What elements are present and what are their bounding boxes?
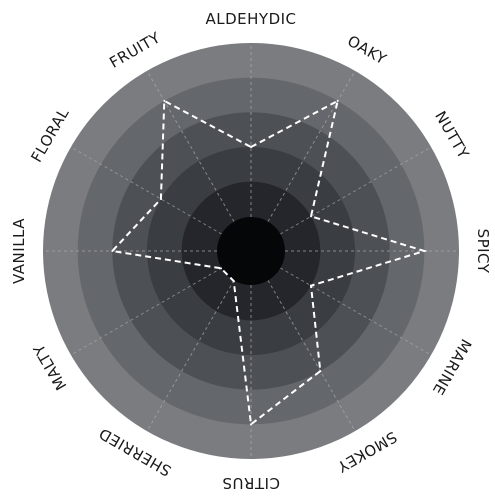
axis-label-aldehydic: ALDEHYDIC (205, 10, 296, 28)
data-point-malty (219, 267, 222, 270)
spoke-fruity (146, 70, 235, 222)
data-point-spicy (423, 250, 426, 252)
axis-label-spicy: SPICY (474, 229, 492, 274)
data-point-smokey (319, 370, 322, 373)
axis-label-nutty: NUTTY (431, 108, 473, 162)
radar-spokes (43, 43, 459, 459)
axis-label-fruity: FRUITY (106, 28, 164, 72)
spoke-floral (70, 146, 222, 235)
axis-label-oaky: OAKY (344, 32, 390, 69)
data-point-citrus (250, 423, 252, 426)
axis-label-citrus: CITRUS (222, 474, 280, 492)
spoke-marine (280, 267, 432, 356)
spoke-nutty (280, 146, 432, 235)
data-point-floral (159, 198, 162, 200)
spoke-malty (70, 267, 222, 356)
axis-label-malty: MALTY (30, 340, 71, 393)
data-point-fruity (163, 99, 166, 102)
axis-label-vanilla: VANILLA (10, 218, 28, 284)
data-point-vanilla (111, 250, 114, 252)
radar-series (110, 98, 428, 427)
spoke-smokey (267, 280, 356, 432)
spoke-sherried (146, 280, 235, 432)
spoke-oaky (267, 70, 356, 222)
radar-rings (43, 43, 459, 459)
data-point-oaky (336, 99, 339, 102)
ring-level-1 (217, 217, 285, 285)
data-point-marine (310, 284, 313, 287)
data-point-nutty (310, 215, 313, 218)
data-point-sherried (232, 280, 235, 283)
data-point-aldehydic (250, 146, 252, 148)
